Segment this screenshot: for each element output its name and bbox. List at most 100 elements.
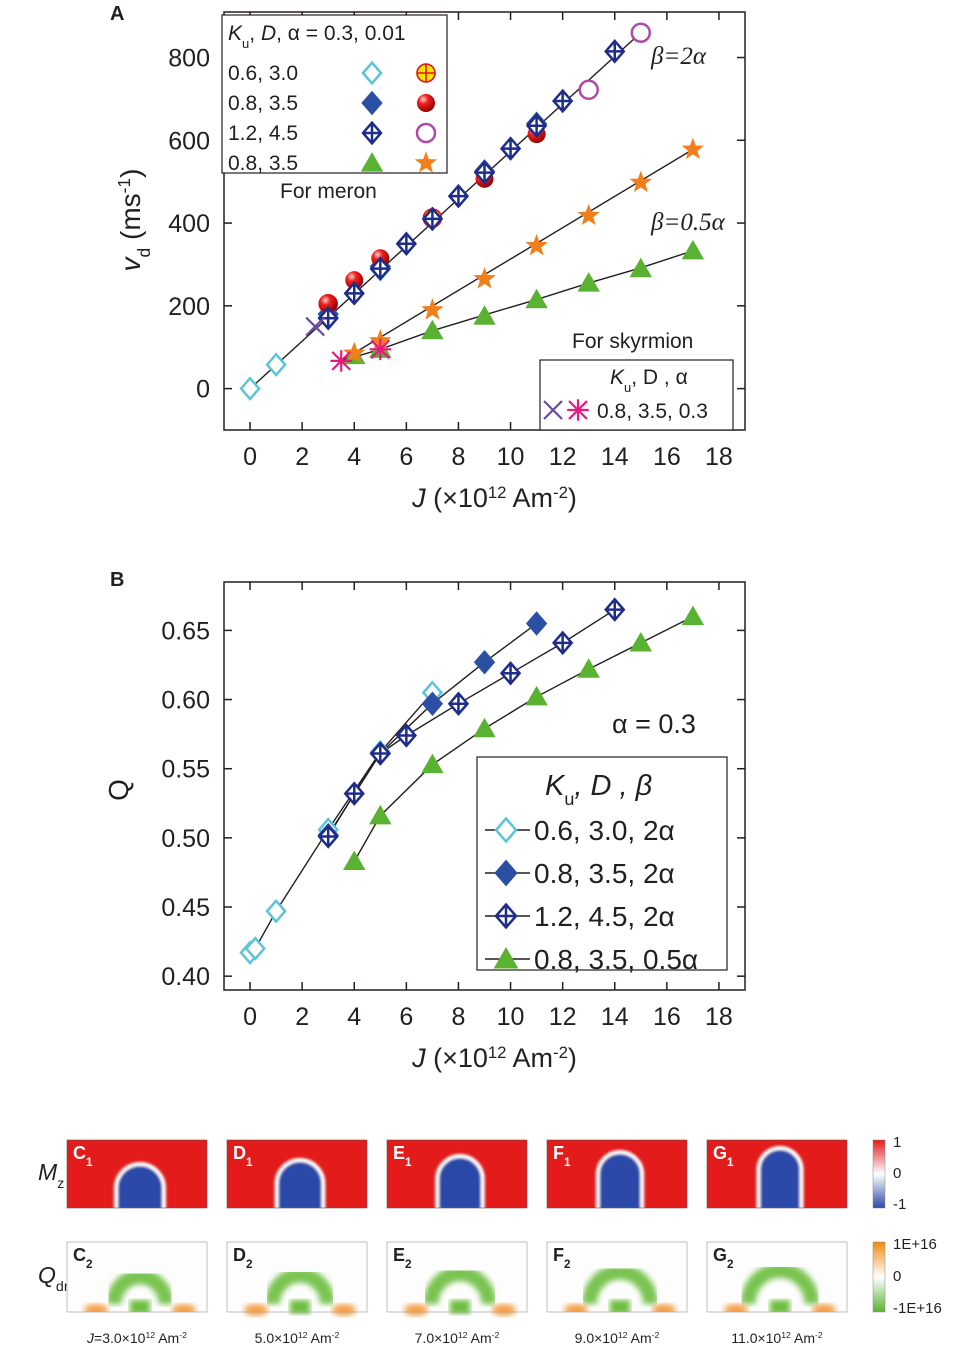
panel-caption-part: Am [308,1330,332,1346]
mz-core [595,1150,645,1208]
row-label: Qdn [38,1262,72,1295]
qdn-stem [450,1300,470,1314]
panel-frame [706,1241,848,1313]
qdn-ring [106,1269,174,1305]
legend-title-part: D [261,22,276,45]
panel-caption-part: 12 [618,1330,628,1340]
data-point [330,350,353,372]
panel-frame [706,1139,848,1209]
x-tick-label: 2 [295,443,309,471]
panel-letter-part: E [393,1245,405,1265]
data-point [525,234,548,256]
panel-frame [546,1139,688,1209]
legend-label: 1.2, 4.5 [228,122,298,145]
y-axis-label: vd (ms-1) [114,169,154,272]
panel-caption-part: Am [155,1330,179,1346]
panel-letter-part: G [713,1245,727,1265]
colorbar-label: 0 [893,1268,901,1285]
legend-note: For skyrmion [572,330,693,353]
qdn-spot [84,1304,108,1312]
legend-title-part: u [564,789,574,809]
legend-marker [543,400,563,420]
panel-letter: E2 [393,1245,412,1271]
panel-caption: 11.0×1012 Am-2 [731,1330,823,1346]
data-point [525,288,548,309]
colorbar-label: 1 [893,1134,901,1151]
data-point [447,691,470,716]
panel-caption-part: 12 [458,1330,468,1340]
panel-frame [66,1241,208,1313]
data-point [395,723,418,748]
legend-title-part: , D , β [574,770,652,802]
mz-panel [67,1140,207,1208]
data-point [629,257,653,278]
qdn-spot [652,1304,676,1312]
data-point [473,267,496,289]
legend-marker [360,152,384,172]
panel-letter: C2 [73,1245,93,1271]
data-point [265,898,287,924]
panel-caption-part: 11.0×10 [731,1330,781,1346]
panel-letter-part: G [713,1143,727,1163]
data-point [525,611,548,636]
fit-line [341,250,694,362]
y-tick-label: 0 [196,376,210,404]
panel-letter: C1 [73,1143,93,1169]
x-axis-label-part: -2 [553,1043,568,1062]
annotation: β=0.5α [650,209,726,236]
panel-letter-part: 1 [405,1156,412,1169]
panel-caption: 9.0×1012 Am-2 [575,1330,660,1346]
data-point [525,685,548,706]
x-tick-label: 18 [705,1003,733,1031]
data-point [369,338,392,361]
data-point [473,160,496,185]
row-label-part: M [38,1159,58,1185]
legend-title-part: K [610,366,625,389]
row-label: Mz [38,1159,64,1192]
x-axis-label-part: J [411,1043,426,1073]
legend-label: 0.8, 3.5, 0.5α [534,944,698,975]
x-tick-label: 6 [399,443,413,471]
legend-marker [361,90,383,116]
mz-core [435,1154,485,1208]
x-tick-label: 8 [451,443,465,471]
panel-letter-part: C [73,1245,86,1265]
panel-letter-part: 1 [727,1156,734,1169]
legend-marker [416,63,436,83]
panel-letter: G2 [713,1245,734,1271]
panel-frame [546,1241,688,1313]
mz-panel [387,1140,527,1208]
qdn-panel [227,1242,367,1316]
legend-marker [415,122,437,144]
data-point [239,376,261,401]
x-tick-label: 0 [243,1003,257,1031]
mz-panel [707,1140,847,1208]
colorbar-label: -1E+16 [893,1300,942,1317]
legend-marker [361,60,383,86]
panel-letter-part: 2 [246,1258,253,1271]
panel-caption: J=3.0×1012 Am-2 [86,1330,187,1346]
x-axis-label-part: ) [568,1043,577,1073]
data-point [551,630,574,656]
legend-title: Ku, D , β [545,770,652,809]
panel-caption-part: 12 [145,1330,155,1340]
legend-marker [494,859,518,887]
data-point [317,824,339,849]
data-point [681,239,705,260]
plot-frame [223,581,746,991]
qdn-ring [423,1266,497,1305]
legend-title-part: , D , α [631,366,687,389]
data-point [681,605,705,626]
panel-caption: 7.0×1012 Am-2 [415,1330,500,1346]
data-point [369,804,392,825]
y-tick-label: 600 [168,127,210,155]
y-axis-label-part: ) [115,169,146,178]
data-point [343,781,365,806]
y-tick-label: 0.50 [161,825,210,853]
y-tick-label: 0.45 [161,894,210,922]
colorbar-label: 0 [893,1165,901,1182]
panel-letter-part: 2 [727,1258,734,1271]
data-point [577,203,600,226]
